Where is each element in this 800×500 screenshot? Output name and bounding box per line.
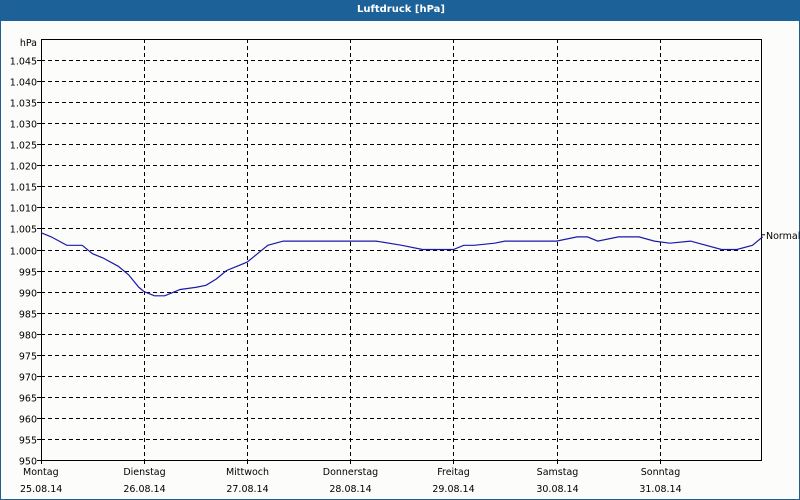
x-date-label: 30.08.14 xyxy=(536,484,578,495)
y-tick-label: 975 xyxy=(19,352,37,363)
x-date-label: 26.08.14 xyxy=(123,484,165,495)
x-day-label: Freitag xyxy=(437,467,470,478)
x-date-label: 27.08.14 xyxy=(226,484,268,495)
y-tick-label: 1.030 xyxy=(10,120,37,131)
x-day-label: Samstag xyxy=(537,467,579,478)
x-date-label: 25.08.14 xyxy=(20,484,62,495)
x-date-label: 31.08.14 xyxy=(639,484,681,495)
y-tick-label: 1.040 xyxy=(10,78,37,89)
x-date-label: 29.08.14 xyxy=(432,484,474,495)
y-tick-label: 970 xyxy=(19,373,37,384)
y-tick-label: 1.035 xyxy=(10,99,37,110)
y-tick-label: 965 xyxy=(19,394,37,405)
x-date-label: 28.08.14 xyxy=(329,484,371,495)
y-tick-label: 1.005 xyxy=(10,225,37,236)
y-tick-label: 1.000 xyxy=(10,247,37,258)
y-tick-label: 950 xyxy=(19,457,37,468)
plot-area xyxy=(41,39,762,461)
x-day-label: Sonntag xyxy=(641,467,680,478)
chart-title: Luftdruck [hPa] xyxy=(1,0,800,21)
normal-label: Normal xyxy=(766,231,800,242)
x-day-label: Montag xyxy=(23,467,59,478)
y-tick-label: 1.025 xyxy=(10,141,37,152)
x-day-label: Dienstag xyxy=(123,467,165,478)
y-axis-unit: hPa xyxy=(20,38,37,49)
x-day-label: Donnerstag xyxy=(323,467,378,478)
y-tick-label: 1.010 xyxy=(10,204,37,215)
y-tick-label: 985 xyxy=(19,310,37,321)
y-tick-label: 995 xyxy=(19,268,37,279)
y-tick-label: 980 xyxy=(19,331,37,342)
y-tick-label: 1.015 xyxy=(10,183,37,194)
y-tick-label: 1.045 xyxy=(10,57,37,68)
y-tick-label: 990 xyxy=(19,289,37,300)
y-tick-label: 1.020 xyxy=(10,162,37,173)
y-tick-label: 960 xyxy=(19,415,37,426)
x-day-label: Mittwoch xyxy=(226,467,269,478)
pressure-line xyxy=(40,232,764,297)
y-tick-label: 955 xyxy=(19,436,37,447)
